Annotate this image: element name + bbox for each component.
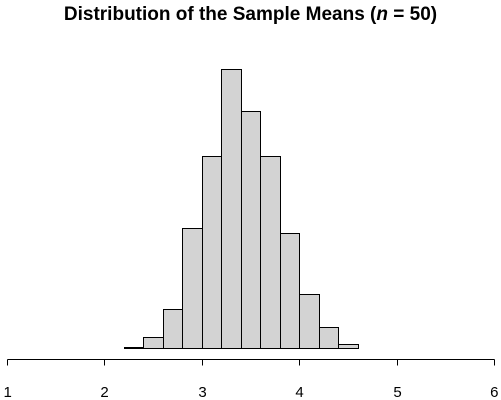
histogram-bar-9 bbox=[280, 233, 300, 349]
histogram-bar-6 bbox=[221, 69, 242, 349]
histogram-bar-7 bbox=[241, 111, 261, 349]
histogram-bars bbox=[124, 69, 359, 349]
chart-title-prefix: Distribution of the Sample Means ( bbox=[63, 4, 377, 25]
x-tick-label-4: 4 bbox=[295, 384, 303, 400]
histogram-bar-10 bbox=[299, 294, 320, 349]
chart-title: Distribution of the Sample Means (n = 50… bbox=[0, 4, 501, 26]
x-tick-label-1: 1 bbox=[4, 384, 12, 400]
histogram-bar-1 bbox=[124, 347, 144, 349]
x-tick-label-2: 2 bbox=[100, 384, 108, 400]
histogram-bar-4 bbox=[182, 228, 203, 349]
chart-title-suffix: = 50) bbox=[387, 4, 438, 25]
histogram-bar-11 bbox=[319, 327, 339, 349]
histogram-bar-12 bbox=[338, 344, 359, 349]
chart-title-variable: n bbox=[376, 4, 388, 25]
x-tick-label-3: 3 bbox=[198, 384, 206, 400]
histogram-bar-5 bbox=[202, 156, 222, 349]
histogram-bar-2 bbox=[143, 337, 164, 349]
histogram-bar-8 bbox=[260, 156, 281, 349]
histogram-bar-3 bbox=[163, 309, 183, 349]
x-tick-label-5: 5 bbox=[393, 384, 401, 400]
x-tick-label-6: 6 bbox=[490, 384, 498, 400]
x-axis: 1 2 3 4 5 6 bbox=[4, 359, 499, 400]
